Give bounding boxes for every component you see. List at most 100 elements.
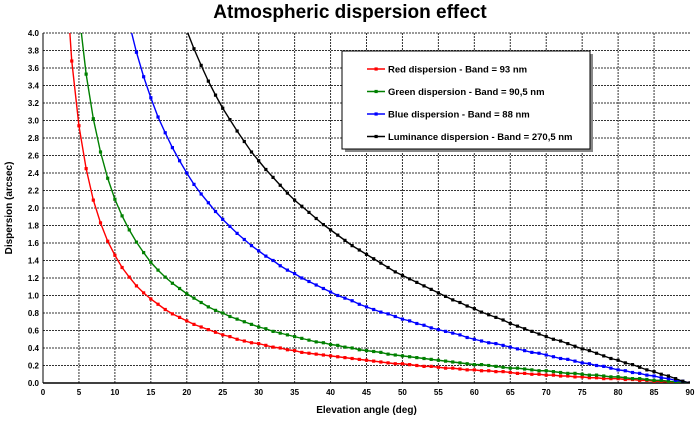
data-point (257, 159, 261, 163)
data-point (285, 333, 290, 337)
data-point (566, 357, 570, 361)
data-point (113, 197, 117, 201)
data-point (300, 204, 304, 208)
legend: Red dispersion - Band = 93 nm Green dispe… (341, 50, 593, 152)
data-point (91, 117, 95, 121)
data-point (479, 310, 484, 314)
data-point (328, 290, 333, 294)
data-point (343, 345, 347, 349)
legend-label: Blue dispersion - Band = 88 nm (388, 110, 530, 121)
data-point (436, 291, 440, 295)
x-tick-label: 85 (650, 388, 659, 397)
data-point (566, 374, 570, 378)
chart-title: Atmospheric dispersion effect (213, 2, 487, 23)
data-point (235, 231, 239, 235)
data-point (257, 325, 261, 329)
x-tick-label: 5 (77, 388, 82, 397)
data-point (271, 258, 275, 263)
legend-marker (374, 89, 378, 94)
data-point (364, 305, 369, 309)
data-point (544, 373, 548, 377)
data-point (221, 333, 225, 337)
data-point (638, 365, 642, 369)
data-point (386, 352, 390, 356)
data-point (128, 22, 131, 25)
x-tick-label: 55 (434, 388, 443, 397)
series-3 (187, 33, 690, 383)
x-tick-label: 30 (254, 388, 263, 397)
data-point (350, 356, 354, 361)
legend-label: Luminance dispersion - Band = 270,5 nm (388, 132, 573, 143)
data-point (487, 341, 491, 345)
data-point (400, 317, 405, 321)
data-point (357, 348, 361, 352)
y-tick-label: 2.6 (28, 152, 40, 161)
data-point (264, 343, 268, 347)
y-tick-label: 2.0 (28, 204, 40, 213)
data-point (530, 350, 534, 354)
data-point (321, 223, 325, 227)
data-point (364, 349, 369, 353)
data-point (616, 375, 620, 379)
data-point (249, 341, 254, 345)
data-point (271, 345, 275, 349)
data-point (451, 360, 455, 364)
data-point (379, 350, 383, 354)
data-point (257, 249, 261, 253)
y-tick-label: 0.4 (28, 344, 40, 353)
data-point (170, 146, 174, 150)
data-point (271, 175, 275, 179)
data-point (429, 287, 433, 291)
data-point (594, 373, 599, 377)
data-point (465, 304, 469, 308)
data-point (544, 353, 548, 357)
x-tick-label: 20 (182, 388, 191, 397)
data-point (328, 342, 333, 347)
x-tick-label: 10 (110, 388, 119, 397)
data-point (429, 364, 433, 368)
data-point (106, 176, 110, 180)
data-point (249, 244, 254, 248)
data-point (400, 362, 405, 366)
y-tick-label: 4.0 (28, 29, 40, 38)
data-point (185, 319, 189, 323)
data-point (616, 377, 620, 381)
data-point (515, 371, 520, 375)
data-point (228, 335, 232, 339)
data-point (134, 284, 139, 288)
data-point (386, 312, 390, 316)
data-point (213, 330, 218, 334)
data-point (307, 210, 311, 214)
data-point (199, 325, 203, 329)
data-point (293, 198, 297, 202)
data-point (199, 300, 203, 305)
data-point (638, 371, 642, 375)
data-point (494, 342, 498, 346)
data-point (451, 366, 455, 370)
data-point (645, 377, 649, 382)
data-point (559, 374, 563, 378)
data-point (206, 201, 210, 205)
data-point (242, 339, 246, 343)
y-tick-label: 2.4 (28, 169, 40, 178)
data-point (630, 363, 635, 367)
data-point (408, 363, 412, 367)
data-point (142, 75, 146, 79)
data-point (487, 313, 491, 317)
y-tick-label: 1.6 (28, 239, 40, 248)
data-point (300, 350, 304, 354)
data-point (422, 364, 426, 368)
data-point (77, 10, 80, 13)
data-point (551, 370, 556, 374)
data-point (573, 371, 577, 375)
data-point (307, 351, 311, 355)
legend-box (341, 50, 591, 150)
data-point (235, 337, 239, 341)
data-point (487, 369, 491, 373)
data-point (350, 299, 354, 303)
data-point (357, 302, 361, 306)
data-point (515, 324, 520, 328)
y-tick-label: 0.2 (28, 362, 40, 371)
data-point (120, 265, 124, 270)
x-tick-label: 45 (362, 388, 371, 397)
